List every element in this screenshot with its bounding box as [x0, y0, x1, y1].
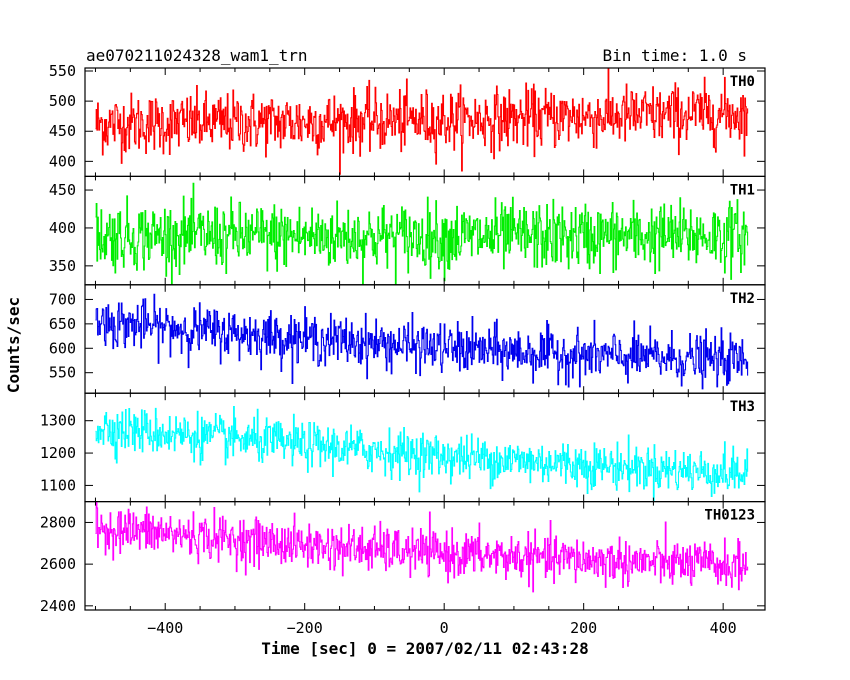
y-tick-label: 450	[49, 181, 76, 199]
y-axis-label: Counts/sec	[4, 297, 23, 393]
bin-time-label: Bin time: 1.0 s	[603, 46, 748, 65]
x-tick-label: −400	[147, 619, 183, 637]
panel-th3: 1100 1200 1300 TH3	[40, 392, 766, 503]
y-tick-label: 450	[49, 122, 76, 140]
panel-label-th1: TH1	[730, 182, 755, 198]
x-axis-label: Time [sec] 0 = 2007/02/11 02:43:28	[261, 639, 589, 658]
x-axis: −400 −200 0 200 400	[147, 619, 737, 637]
y-tick-label: 2600	[40, 555, 76, 573]
y-tick-label: 2800	[40, 513, 76, 531]
panel-label-th3: TH3	[730, 399, 755, 415]
y-tick-label: 400	[49, 152, 76, 170]
y-tick-label: 1200	[40, 444, 76, 462]
panel-label-th0: TH0	[730, 74, 755, 90]
y-tick-label: 350	[49, 257, 76, 275]
series-line-th3	[95, 406, 749, 502]
panel-label-th2: TH2	[730, 291, 755, 307]
panels-group: 400 450 500 550 TH0 350 400 450 TH1 550 600 650 700 T…	[40, 62, 766, 615]
x-tick-label: 0	[440, 619, 449, 637]
series-line-th1	[95, 182, 749, 285]
series-line-th0	[95, 68, 749, 175]
panel-th1: 350 400 450 TH1	[49, 175, 766, 286]
panel-th0123: 2400 2600 2800 TH0123	[40, 501, 766, 615]
y-tick-label: 1300	[40, 412, 76, 430]
y-tick-label: 2400	[40, 597, 76, 615]
x-tick-label: 400	[710, 619, 737, 637]
y-tick-label: 400	[49, 219, 76, 237]
y-tick-label: 600	[49, 339, 76, 357]
y-tick-label: 700	[49, 290, 76, 308]
x-tick-label: 200	[570, 619, 597, 637]
chart-title: ae070211024328_wam1_trn	[86, 46, 308, 65]
y-tick-label: 1100	[40, 476, 76, 494]
panel-th0: 400 450 500 550 TH0	[49, 62, 766, 178]
panel-label-th0123: TH0123	[704, 508, 755, 524]
panel-frame	[84, 501, 766, 611]
series-line-th0123	[95, 501, 749, 593]
x-tick-label: −200	[287, 619, 323, 637]
y-tick-label: 550	[49, 62, 76, 80]
series-line-th2	[95, 293, 749, 390]
panel-th2: 550 600 650 700 TH2	[49, 284, 766, 394]
y-tick-label: 500	[49, 92, 76, 110]
y-tick-label: 650	[49, 315, 76, 333]
y-tick-label: 550	[49, 364, 76, 382]
